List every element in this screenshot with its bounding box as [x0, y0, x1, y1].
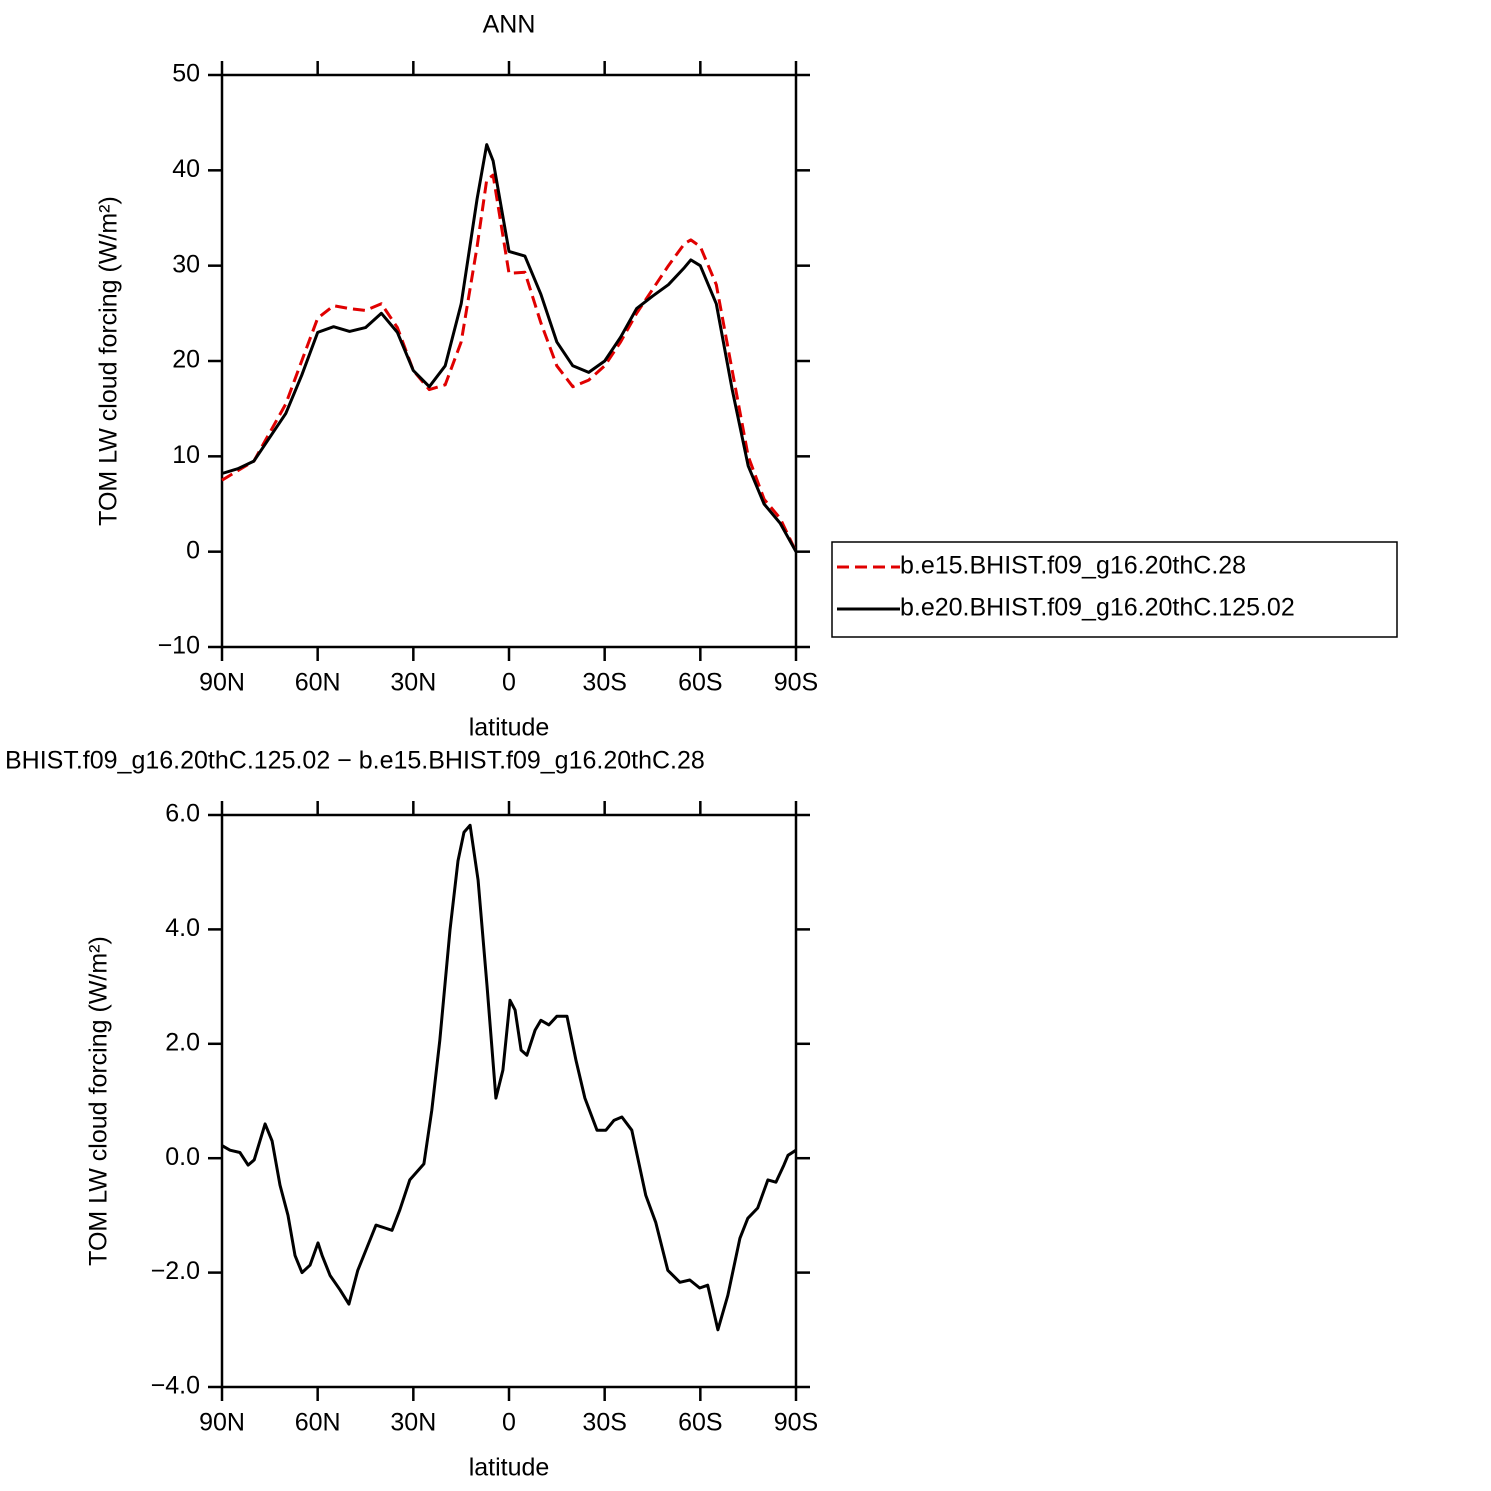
x-tick-label: 90N: [199, 669, 245, 697]
y-tick-label: 40: [172, 155, 200, 183]
y-tick-label: 4.0: [165, 914, 200, 942]
y-tick-label: 20: [172, 346, 200, 374]
x-axis-label: latitude: [469, 714, 550, 742]
y-axis-label: TOM LW cloud forcing (W/m²): [95, 196, 123, 526]
x-tick-label: 60S: [678, 1409, 722, 1437]
x-tick-label: 60S: [678, 669, 722, 697]
data-line: [221, 173, 798, 553]
y-axis-label: TOM LW cloud forcing (W/m²): [85, 936, 113, 1266]
y-tick-label: −10: [158, 632, 200, 660]
chart-title: BHIST.f09_g16.20thC.125.02 − b.e15.BHIST…: [5, 747, 705, 775]
y-tick-label: 0.0: [165, 1143, 200, 1171]
data-line: [221, 823, 797, 1332]
legend-label: b.e15.BHIST.f09_g16.20thC.28: [900, 552, 1246, 580]
x-tick-label: 0: [502, 1409, 516, 1437]
x-tick-label: 90N: [199, 1409, 245, 1437]
y-tick-label: 0: [186, 536, 200, 564]
y-tick-label: 50: [172, 60, 200, 88]
x-tick-label: 30S: [582, 669, 626, 697]
x-tick-label: 60N: [295, 669, 341, 697]
y-tick-label: 6.0: [165, 800, 200, 828]
legend-label: b.e20.BHIST.f09_g16.20thC.125.02: [900, 594, 1295, 622]
x-tick-label: 30N: [390, 1409, 436, 1437]
y-tick-label: −2.0: [151, 1257, 200, 1285]
y-tick-label: −4.0: [151, 1372, 200, 1400]
x-tick-label: 60N: [295, 1409, 341, 1437]
y-tick-label: 10: [172, 441, 200, 469]
x-tick-label: 90S: [774, 1409, 818, 1437]
y-tick-label: 30: [172, 250, 200, 278]
chart-title: ANN: [483, 11, 536, 39]
data-line: [221, 143, 798, 553]
x-tick-label: 30N: [390, 669, 436, 697]
x-tick-label: 30S: [582, 1409, 626, 1437]
x-tick-label: 90S: [774, 669, 818, 697]
legend-box: [831, 541, 1398, 638]
x-axis-label: latitude: [469, 1454, 550, 1482]
y-tick-label: 2.0: [165, 1028, 200, 1056]
x-tick-label: 0: [502, 669, 516, 697]
